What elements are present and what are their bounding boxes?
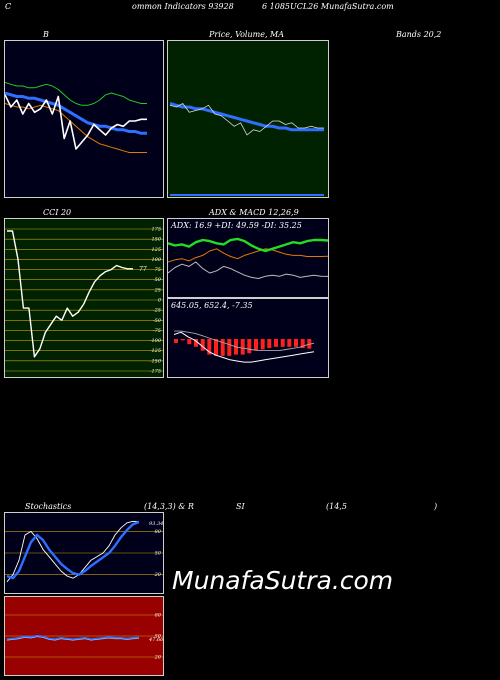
minus-di-line	[168, 248, 328, 263]
rsi-tick-label: 20	[154, 655, 162, 661]
macd-histogram-bar	[300, 339, 305, 349]
adx-readout: ADX: 16.9 +DI: 49.59 -DI: 35.25	[171, 221, 302, 230]
macd-histogram-bar	[174, 339, 178, 343]
cci-tick-label: 25	[154, 287, 161, 293]
upper-band-line	[5, 82, 147, 106]
macd-histogram-bar	[247, 339, 252, 354]
watermark: MunafaSutra.com	[172, 566, 394, 595]
bollinger-title-right: Bands 20,2	[396, 30, 442, 39]
rsi-tick-label: 50	[155, 634, 162, 640]
cci-plot: 175 150 125 100 75 50 25 0 -25 -50 -75 -100 -125 -150…	[5, 227, 163, 375]
plus-di-line	[168, 237, 328, 253]
stoch-tick-label: 50	[155, 551, 162, 557]
macd-histogram-bar	[307, 339, 312, 349]
rsi-panel: 80 50 20 47.66	[4, 596, 164, 676]
rsi-title: SI	[236, 502, 245, 511]
cci-tick-label: 150	[151, 237, 161, 243]
bollinger-plot	[5, 82, 147, 153]
rsi-last-label: 47.66	[148, 637, 163, 643]
cci-tick-label: -75	[153, 328, 161, 334]
rsi-plot: 80 50 20 47.66	[5, 613, 163, 661]
macd-histogram-bar	[280, 339, 285, 347]
cci-tick-label: -150	[150, 358, 162, 364]
price-line	[169, 103, 324, 136]
cci-tick-label: 125	[151, 247, 161, 253]
stoch-panel: 80 50 20 93.34	[4, 512, 164, 594]
cci-panel: 175 150 125 100 75 50 25 0 -25 -50 -75 -100 -125 -150…	[4, 218, 164, 378]
cci-tick-label: -125	[150, 348, 161, 354]
macd-plot	[173, 330, 315, 363]
cci-last-label: 77	[139, 266, 147, 273]
cci-tick-label: -25	[153, 308, 161, 314]
bollinger-panel	[4, 40, 164, 198]
macd-histogram-bar	[240, 339, 245, 355]
price-panel	[167, 40, 329, 198]
macd-histogram-bar	[180, 339, 185, 341]
stoch-k-line	[6, 520, 140, 583]
cci-tick-label: -175	[150, 369, 161, 375]
macd-panel: 645.05, 652.4, -7.35	[167, 298, 329, 378]
header-mid: ommon Indicators 93928	[132, 2, 234, 11]
macd-line	[173, 331, 315, 363]
cci-line	[7, 230, 133, 358]
adx-panel: ADX: 16.9 +DI: 49.59 -DI: 35.25	[167, 218, 329, 298]
macd-histogram-bar	[214, 339, 218, 356]
macd-histogram-bar	[287, 339, 292, 347]
header-left: C	[5, 2, 12, 11]
macd-histogram-bar	[294, 339, 298, 347]
macd-histogram-bar	[194, 339, 198, 347]
moving-average-line	[169, 102, 324, 132]
adx-title: ADX & MACD 12,26,9	[209, 208, 299, 217]
macd-histogram-bar	[220, 339, 225, 356]
macd-histogram-bar	[267, 339, 272, 349]
middle-band-line	[5, 91, 147, 135]
stoch-d-line	[6, 520, 140, 580]
cci-title: CCI 20	[43, 208, 72, 217]
macd-readout: 645.05, 652.4, -7.35	[171, 301, 253, 310]
price-plot	[169, 102, 324, 196]
adx-line	[168, 261, 328, 279]
stoch-tick-label: 20	[154, 572, 162, 578]
price-title: Price, Volume, MA	[209, 30, 285, 39]
stoch-last-label: 93.34	[149, 521, 163, 527]
macd-histogram-bar	[260, 339, 265, 350]
stoch-plot: 80 50 20 93.34	[5, 520, 163, 583]
macd-histogram-bar	[254, 339, 258, 351]
bollinger-title: B	[43, 30, 49, 39]
lower-band-line	[5, 103, 147, 153]
rsi-tick-label: 80	[155, 613, 162, 619]
header-right: 6 1085UCL26 MunafaSutra.com	[262, 2, 394, 11]
cci-tick-label: 50	[155, 277, 162, 283]
stoch-title-mid: (14,3,3) & R	[144, 502, 194, 511]
macd-histogram-bar	[187, 339, 192, 345]
cci-tick-label: -50	[153, 318, 162, 324]
rsi-line	[6, 634, 140, 641]
rsi-title-params: (14,5	[326, 502, 347, 511]
rsi-signal-line	[6, 636, 140, 641]
adx-plot	[168, 237, 328, 279]
cci-tick-label: 75	[155, 267, 161, 273]
cci-tick-label: -100	[150, 338, 162, 344]
cci-tick-label: 100	[151, 257, 161, 263]
cci-tick-label: 0	[158, 298, 162, 304]
stoch-title-close: )	[434, 502, 438, 511]
macd-histogram-bar	[274, 339, 278, 347]
price-line	[5, 94, 147, 150]
cci-tick-label: 175	[151, 227, 161, 233]
stoch-title-left: Stochastics	[25, 502, 72, 511]
macd-histogram-bar	[200, 339, 205, 351]
signal-line	[174, 330, 315, 352]
macd-histogram-bar	[227, 339, 232, 356]
macd-histogram-bar	[207, 339, 212, 355]
stoch-tick-label: 80	[155, 529, 162, 535]
